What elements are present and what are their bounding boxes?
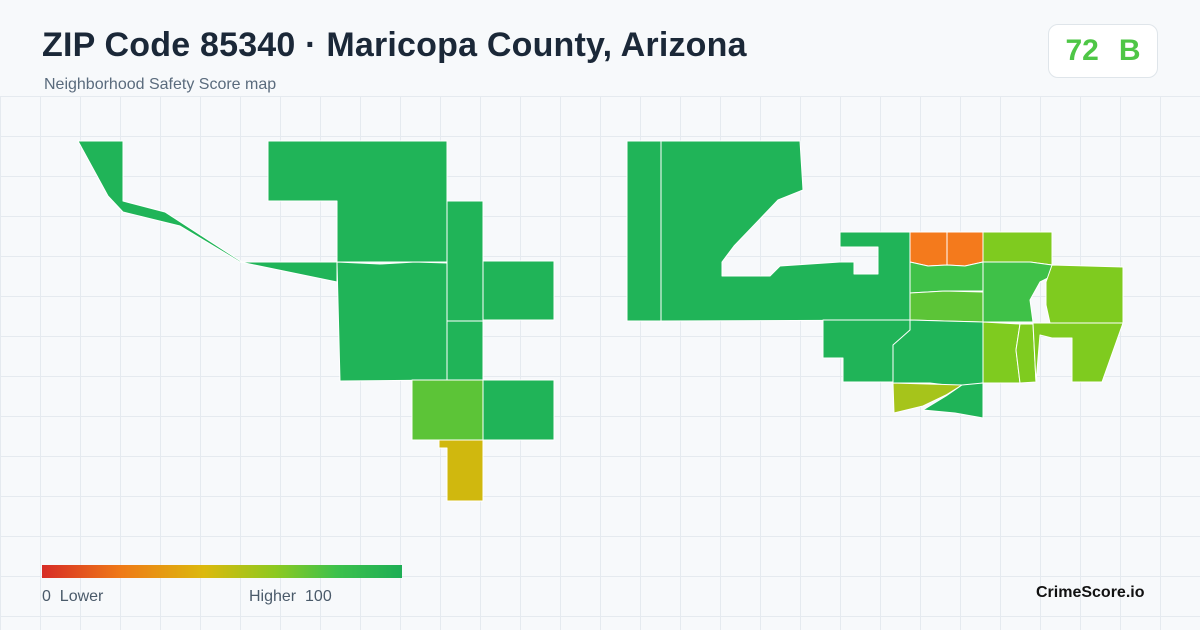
legend-high-text: Higher <box>249 588 297 605</box>
map-area-east-strip-2[interactable] <box>1015 323 1037 384</box>
map-area-south-olive[interactable] <box>892 382 963 414</box>
map-area-east-strip-1[interactable] <box>982 321 1021 384</box>
header: ZIP Code 85340 · Maricopa County, Arizon… <box>0 0 1200 96</box>
map-area-east-center[interactable] <box>982 261 1053 323</box>
map-area-far-east[interactable] <box>1045 264 1124 324</box>
safety-grade: B <box>1118 34 1141 67</box>
safety-score-value: 72 <box>1065 34 1099 67</box>
safety-score-badge: 72 B <box>1048 24 1158 78</box>
west-region <box>77 140 555 502</box>
map-area-south-tail[interactable] <box>922 382 984 419</box>
map-area-south-strip[interactable] <box>438 439 484 502</box>
map-area-south-middle[interactable] <box>411 379 484 441</box>
map-area-north-center[interactable] <box>267 140 448 263</box>
map-area-east-lower[interactable] <box>1032 322 1124 383</box>
legend-high-label: Higher 100 <box>249 588 332 606</box>
legend-low-value: 0 <box>42 588 51 605</box>
legend-high-value: 100 <box>305 588 332 605</box>
map-area-east-block[interactable] <box>482 260 555 321</box>
map-area-north-main[interactable] <box>660 140 911 322</box>
page-title: ZIP Code 85340 · Maricopa County, Arizon… <box>42 26 747 64</box>
map-area-central-band[interactable] <box>909 290 984 323</box>
legend-color-scale <box>42 565 402 578</box>
map-area-northeast-top[interactable] <box>982 231 1053 266</box>
map-area-central-upper[interactable] <box>909 261 984 294</box>
map-area-north-column[interactable] <box>446 200 484 322</box>
page-subtitle: Neighborhood Safety Score map <box>44 76 277 93</box>
legend-low-text: Lower <box>59 588 104 605</box>
map-area-southeast[interactable] <box>482 379 555 441</box>
brand-logo-text: CrimeScore.io <box>1036 584 1145 601</box>
legend-low-label: 0 Lower <box>42 588 103 606</box>
map-area-orange-west[interactable] <box>909 231 948 267</box>
map-area-orange-east[interactable] <box>946 231 984 267</box>
map-area-central[interactable] <box>336 261 448 382</box>
east-region <box>626 140 1124 419</box>
map-area-central-column[interactable] <box>446 320 484 381</box>
map-area-far-west-column[interactable] <box>626 140 662 322</box>
